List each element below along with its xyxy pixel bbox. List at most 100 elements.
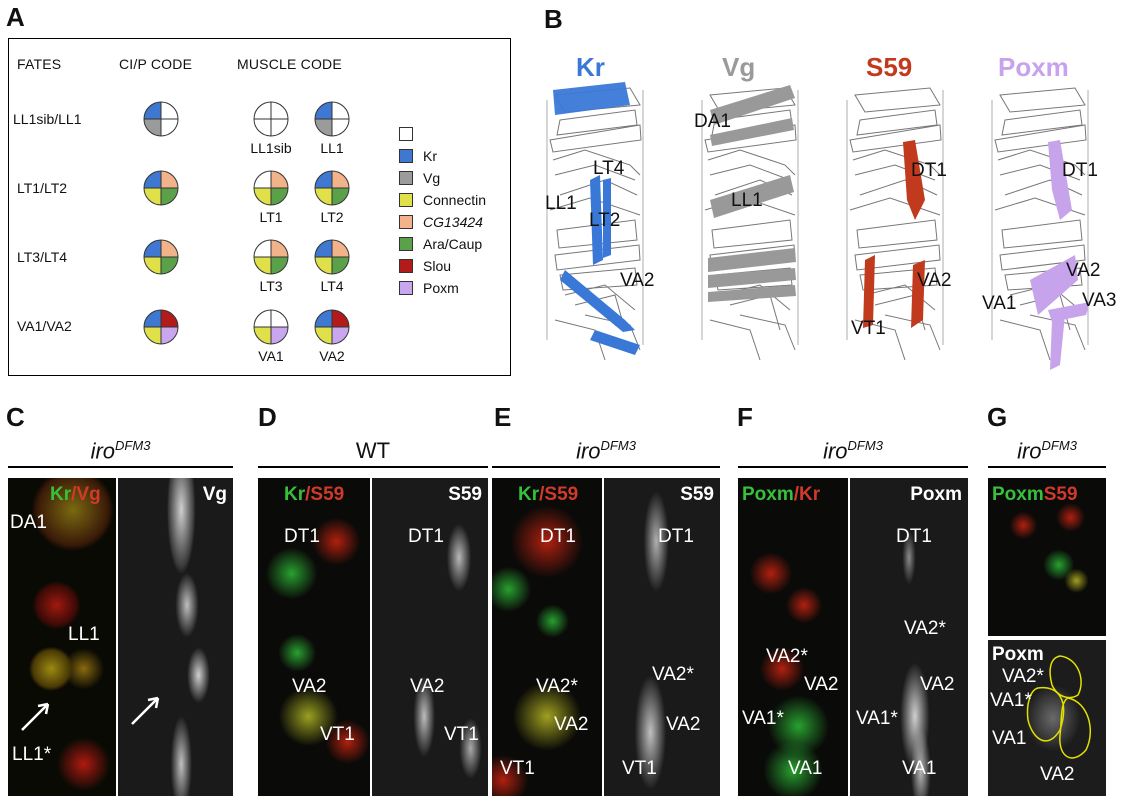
muscle-pattern-diagrams [546, 82, 1090, 370]
pie-cip-lt34 [143, 239, 179, 275]
legend-item-poxm: Poxm [399, 279, 459, 297]
muscle-label-vt1: VT1 [444, 724, 479, 745]
header-muscle-code: MUSCLE CODE [237, 56, 342, 72]
legend-swatch [399, 171, 413, 185]
micrograph-d-merge: Kr/S59 DT1 VA2 VT1 [258, 478, 370, 796]
pie-cip-lt [143, 170, 179, 206]
legend-item-none [399, 125, 423, 143]
diagram-poxm [991, 87, 1090, 370]
panel-label-d: D [258, 402, 277, 432]
kr-label-va2: VA2 [620, 270, 655, 291]
muscle-label-dt1: DT1 [540, 526, 576, 547]
pie-muscle-lt2 [314, 170, 350, 206]
muscle-label-va1-star: VA1* [856, 708, 898, 729]
muscle-label-vt1: VT1 [500, 758, 535, 779]
micrograph-d-gray: S59 DT1 VA2 VT1 [372, 478, 488, 796]
legend-item-cg13424: CG13424 [399, 213, 483, 231]
vg-label-ll1: LL1 [731, 190, 763, 211]
diagram-vg [701, 85, 799, 361]
legend-swatch [399, 281, 413, 295]
micrograph-c-merge: Kr/Vg DA1 LL1 LL1* [8, 478, 116, 796]
genotype-header-g: iroDFM3 [1017, 438, 1077, 464]
fate-row-1: LL1sib/LL1 [13, 111, 82, 127]
pie-muscle-ll1sib [253, 101, 289, 137]
pie-muscle-lt1 [253, 170, 289, 206]
diagram-kr [546, 82, 644, 361]
diagram-s59 [846, 87, 944, 361]
muscle-caption-va1: VA1 [258, 348, 284, 364]
muscle-label-da1: DA1 [10, 512, 47, 533]
panel-label-b: B [544, 4, 563, 34]
legend-swatch [399, 149, 413, 163]
muscle-label-va2-star: VA2* [1002, 666, 1044, 687]
pie-muscle-lt4 [314, 239, 350, 275]
muscle-label-va2: VA2 [1040, 764, 1075, 785]
fate-row-2: LT1/LT2 [17, 180, 68, 196]
genotype-header-d: WT [355, 438, 391, 463]
muscle-caption-lt3: LT3 [259, 278, 283, 294]
muscle-label-va2: VA2 [554, 714, 589, 735]
legend-swatch [399, 259, 413, 273]
genotype-header-f: iroDFM3 [823, 438, 883, 464]
legend-item-kr: Kr [399, 147, 437, 165]
gene-title-kr: Kr [576, 52, 605, 82]
header-cip-code: CI/P CODE [119, 56, 193, 72]
legend-item-connectin: Connectin [399, 191, 486, 209]
legend-swatch [399, 127, 413, 141]
stain-label: Poxm [992, 644, 1044, 665]
arrow-icon [131, 696, 160, 725]
legend-swatch [399, 215, 413, 229]
micrograph-g-gray: Poxm VA2* VA1* VA1 VA2 [988, 640, 1106, 796]
fate-row-4: VA1/VA2 [17, 318, 72, 334]
muscle-label-dt1: DT1 [408, 526, 444, 547]
muscle-label-va2-star: VA2* [536, 676, 578, 697]
muscle-label-va2: VA2 [292, 676, 327, 697]
vg-label-da1: DA1 [694, 111, 731, 132]
muscle-label-dt1: DT1 [896, 526, 932, 547]
muscle-caption-ll1sib: LL1sib [250, 140, 292, 156]
muscle-label-va1-star: VA1* [990, 690, 1032, 711]
code-table-box: FATES CI/P CODE MUSCLE CODE LL1sib/LL1 L… [8, 38, 511, 376]
kr-label-lt4: LT4 [593, 158, 625, 179]
muscle-label-ll1: LL1 [68, 624, 100, 645]
muscle-label-va2: VA2 [410, 676, 445, 697]
micrograph-e-merge: Kr/S59 DT1 VA2* VA2 VT1 [492, 478, 602, 796]
poxm-label-va1: VA1 [982, 293, 1017, 314]
s59-label-va2: VA2 [917, 270, 952, 291]
panel-label-g: G [987, 402, 1008, 432]
pie-cip-ll1 [143, 101, 179, 137]
genotype-header-c: iroDFM3 [90, 438, 151, 464]
stain-label: PoxmS59 [992, 484, 1078, 505]
poxm-label-dt1: DT1 [1062, 160, 1098, 181]
muscle-caption-lt2: LT2 [320, 209, 344, 225]
muscle-caption-lt4: LT4 [320, 278, 344, 294]
header-underline [492, 466, 720, 468]
muscle-label-dt1: DT1 [658, 526, 694, 547]
muscle-label-va1: VA1 [788, 758, 823, 779]
muscle-label-vt1: VT1 [320, 724, 355, 745]
legend-item-vg: Vg [399, 169, 440, 187]
pie-muscle-va1 [253, 309, 289, 345]
muscle-label-vt1: VT1 [622, 758, 657, 779]
micrograph-c-gray: Vg [118, 478, 233, 796]
muscle-caption-ll1: LL1 [320, 140, 344, 156]
header-underline [8, 466, 233, 468]
cell-outlines [1026, 655, 1091, 759]
micrograph-g-merge: PoxmS59 [988, 478, 1106, 636]
muscle-label-va2: VA2 [804, 674, 839, 695]
panel-label-f: F [737, 402, 753, 432]
stain-label: Kr/S59 [284, 484, 345, 505]
muscle-label-va1-star: VA1* [742, 708, 784, 729]
color-legend: Kr Vg Connectin CG13424 Ara/Caup Slou Po… [399, 125, 509, 297]
fate-row-3: LT3/LT4 [17, 249, 68, 265]
muscle-label-ll1-star: LL1* [12, 744, 52, 765]
genotype-header-e: iroDFM3 [576, 438, 636, 464]
stain-label: Kr/S59 [518, 484, 579, 505]
stain-label: Vg [202, 484, 227, 505]
header-underline [258, 466, 488, 468]
legend-swatch [399, 237, 413, 251]
poxm-label-va2: VA2 [1066, 260, 1101, 281]
code-pie-grid [143, 101, 350, 345]
legend-item-ara-caup: Ara/Caup [399, 235, 482, 253]
stain-label: Poxm/Kr [742, 484, 821, 505]
